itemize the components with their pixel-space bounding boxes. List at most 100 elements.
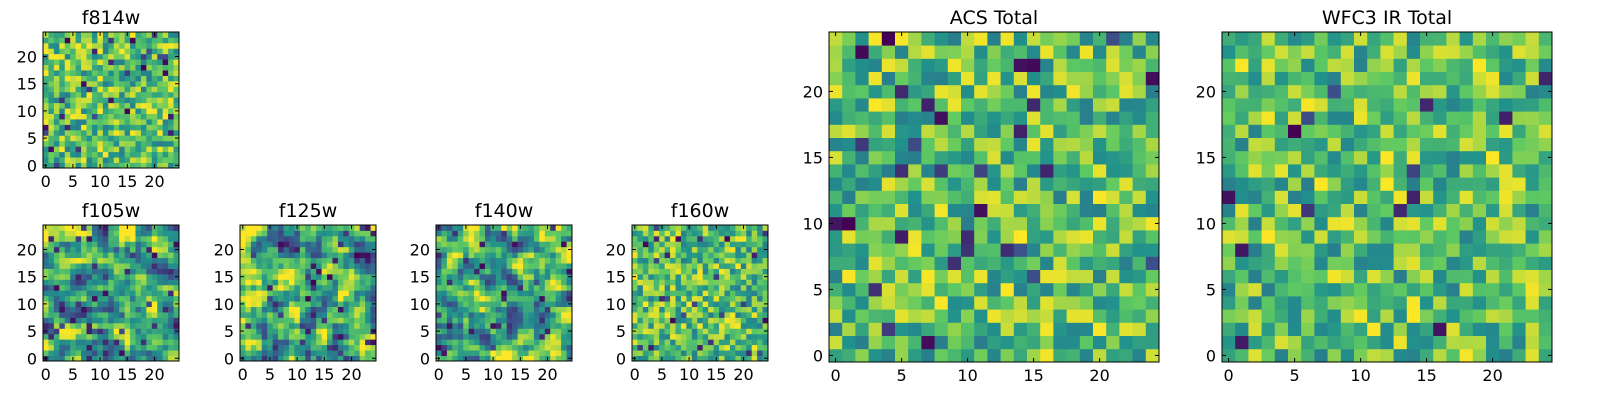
heatmap-cell — [168, 301, 174, 307]
heatmap-cell — [670, 284, 676, 291]
heatmap-cell — [1340, 216, 1355, 231]
heatmap-cell — [708, 312, 714, 318]
heatmap-cell — [130, 32, 136, 38]
heatmap-cell — [140, 290, 147, 297]
heatmap-cell — [1040, 177, 1054, 191]
heatmap-cell — [370, 306, 377, 313]
heatmap-cell — [53, 322, 60, 329]
heatmap-cell — [441, 350, 448, 356]
heatmap-cell — [151, 273, 158, 280]
heatmap-cell — [1106, 177, 1120, 191]
heatmap-cell — [908, 124, 922, 138]
heatmap-cell — [256, 301, 263, 307]
heatmap-cell — [1472, 243, 1487, 257]
heatmap-cell — [168, 317, 174, 324]
heatmap-cell — [1380, 256, 1394, 270]
heatmap-cell — [48, 284, 55, 291]
heatmap-cell — [162, 37, 169, 44]
heatmap-cell — [566, 230, 573, 237]
heatmap-cell — [550, 263, 557, 269]
heatmap-cell — [555, 273, 562, 280]
heatmap-cell — [310, 246, 317, 253]
heatmap-cell — [702, 268, 709, 275]
heatmap-cell — [354, 284, 361, 291]
heatmap-cell — [102, 268, 109, 275]
heatmap-cell — [1040, 322, 1054, 336]
heatmap-cell — [86, 42, 93, 49]
heatmap-cell — [1000, 84, 1015, 99]
heatmap-cell — [261, 235, 268, 242]
heatmap-cell — [680, 328, 687, 335]
heatmap-cell — [680, 268, 687, 275]
heatmap-cell — [463, 273, 470, 280]
heatmap-cell — [463, 333, 470, 340]
heatmap-cell — [533, 322, 540, 329]
heatmap-cell — [267, 290, 274, 297]
heatmap-cell — [974, 230, 988, 244]
heatmap-cell — [947, 190, 962, 204]
heatmap-cell — [1274, 124, 1289, 138]
heatmap-cell — [842, 348, 856, 363]
heatmap-cell — [43, 42, 49, 49]
heatmap-cell — [1119, 177, 1133, 191]
heatmap-cell — [157, 333, 164, 340]
heatmap-cell — [555, 344, 562, 351]
heatmap-cell — [91, 225, 98, 231]
heatmap-cell — [987, 150, 1001, 165]
heatmap-cell — [157, 48, 164, 55]
heatmap-cell — [468, 355, 475, 362]
heatmap-cell — [1433, 296, 1447, 310]
heatmap-cell — [842, 216, 856, 231]
heatmap-cell — [91, 333, 98, 340]
heatmap-cell — [124, 102, 131, 109]
heatmap-cell — [533, 246, 540, 253]
y-tick-label: 0 — [616, 349, 626, 368]
heatmap-cell — [348, 312, 355, 318]
heatmap-cell — [555, 252, 562, 259]
heatmap-cell — [490, 333, 497, 340]
heatmap-cell — [642, 344, 649, 351]
heatmap-cell — [1314, 71, 1328, 86]
heatmap-cell — [642, 257, 649, 264]
heatmap-cell — [1486, 71, 1500, 86]
heatmap-cell — [130, 64, 136, 71]
heatmap-cell — [961, 309, 975, 323]
heatmap-cell — [729, 230, 736, 237]
heatmap-cell — [343, 284, 350, 291]
heatmap-cell — [637, 284, 644, 291]
heatmap-cell — [1354, 296, 1368, 310]
heatmap-cell — [294, 252, 301, 259]
heatmap-cell — [70, 230, 77, 237]
heatmap-cell — [762, 241, 769, 248]
heatmap-cell — [708, 279, 714, 286]
heatmap-cell — [140, 32, 147, 38]
heatmap-cell — [1027, 256, 1041, 270]
heatmap-cell — [757, 225, 763, 231]
heatmap-cell — [168, 252, 174, 259]
heatmap-cell — [740, 252, 747, 259]
heatmap-cell — [316, 273, 322, 280]
heatmap-cell — [908, 177, 922, 191]
heatmap-cell — [1420, 269, 1434, 284]
heatmap-cell — [664, 230, 671, 237]
heatmap-cell — [484, 225, 491, 231]
heatmap-cell — [240, 306, 246, 313]
heatmap-cell — [1145, 164, 1160, 178]
heatmap-cell — [517, 235, 524, 242]
heatmap-cell — [332, 355, 339, 362]
heatmap-cell — [702, 350, 709, 356]
heatmap-cell — [1079, 190, 1094, 204]
heatmap-cell — [680, 263, 687, 269]
heatmap-cell — [124, 80, 131, 87]
heatmap-cell — [1525, 71, 1540, 86]
heatmap-cell — [1000, 177, 1015, 191]
heatmap-cell — [1066, 335, 1081, 350]
heatmap-cell — [53, 108, 60, 114]
heatmap-cell — [327, 268, 333, 275]
heatmap-cell — [895, 243, 909, 257]
heatmap-cell — [130, 284, 136, 291]
heatmap-cell — [1053, 45, 1067, 59]
x-tick-label: 0 — [434, 365, 444, 384]
heatmap-cell — [1393, 335, 1408, 350]
heatmap-cell — [1040, 111, 1054, 125]
